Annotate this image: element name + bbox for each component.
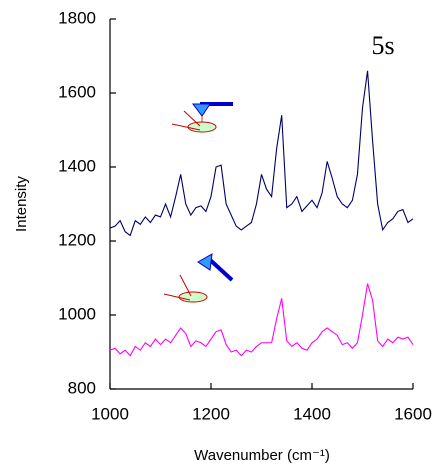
x-tick-label: 1400 bbox=[293, 404, 331, 423]
y-tick-label: 1800 bbox=[58, 8, 96, 27]
y-axis-label: Intensity bbox=[13, 176, 30, 232]
x-axis-label: Wavenumber (cm⁻¹) bbox=[194, 447, 330, 464]
tip-icon-bottom bbox=[163, 253, 234, 303]
tip-icon-top bbox=[171, 102, 233, 133]
y-tick-label: 1400 bbox=[58, 156, 96, 175]
series-line bbox=[109, 70, 414, 237]
y-tick-label: 1200 bbox=[58, 230, 96, 249]
x-tick-label: 1600 bbox=[394, 404, 432, 423]
annotation: 5s bbox=[371, 31, 394, 60]
y-tick-label: 1600 bbox=[58, 82, 96, 101]
y-tick-label: 1000 bbox=[58, 304, 96, 323]
x-tick-label: 1200 bbox=[192, 404, 230, 423]
y-tick-label: 800 bbox=[68, 378, 96, 397]
x-tick-label: 1000 bbox=[91, 404, 129, 423]
series-line bbox=[109, 283, 414, 357]
